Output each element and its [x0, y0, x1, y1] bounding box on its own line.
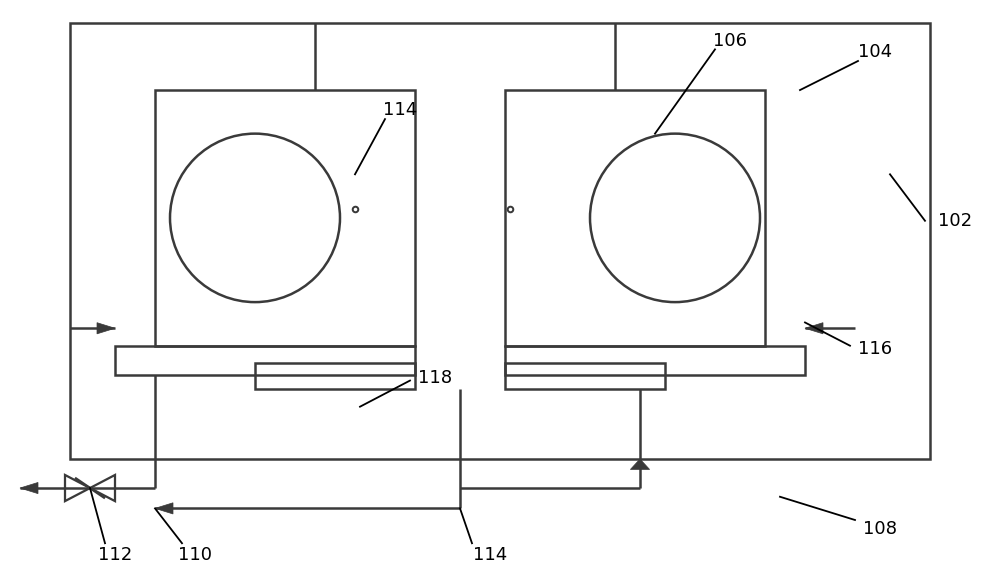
Text: 110: 110	[178, 546, 212, 564]
Bar	[155, 90, 415, 346]
Bar	[505, 346, 805, 375]
Bar	[505, 363, 665, 389]
Bar	[255, 363, 415, 389]
Polygon shape	[805, 322, 823, 334]
Text: 118: 118	[418, 369, 452, 386]
Polygon shape	[630, 459, 650, 469]
Text: 102: 102	[938, 212, 972, 229]
Text: 114: 114	[473, 546, 507, 564]
Text: 104: 104	[858, 44, 892, 61]
Polygon shape	[20, 482, 38, 494]
Bar	[505, 90, 765, 346]
Text: 116: 116	[858, 340, 892, 357]
Text: 112: 112	[98, 546, 132, 564]
Polygon shape	[97, 322, 115, 334]
Polygon shape	[155, 503, 173, 514]
Text: 108: 108	[863, 520, 897, 537]
Bar	[115, 346, 415, 375]
Bar	[70, 23, 930, 459]
Text: 106: 106	[713, 32, 747, 49]
Text: 114: 114	[383, 102, 417, 119]
